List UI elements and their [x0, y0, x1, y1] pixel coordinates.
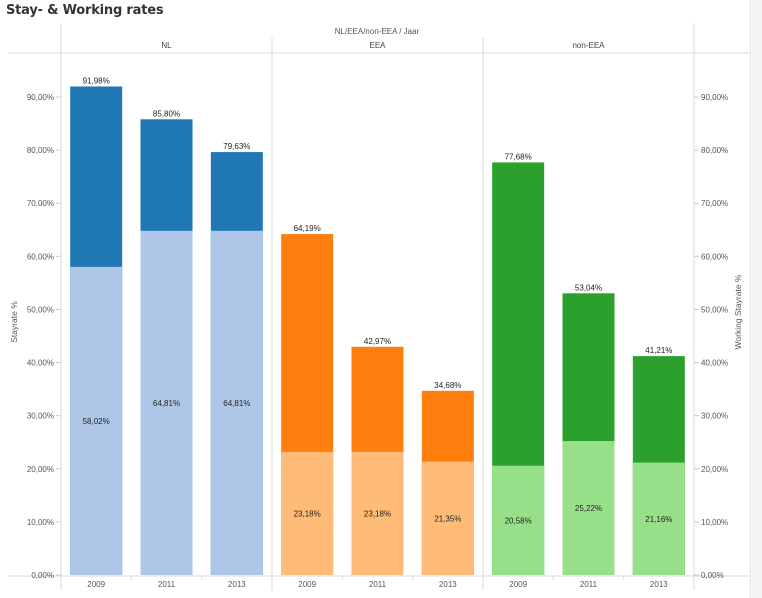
working-stayrate-bar [70, 266, 123, 575]
right-tick-label: 10,00% [701, 518, 728, 527]
working-stayrate-bar [421, 461, 474, 575]
column-super-header: NL/EEA/non-EEA / Jaar [335, 27, 420, 36]
right-tick-label: 60,00% [701, 252, 728, 261]
left-tick-label: 20,00% [27, 465, 54, 474]
stayrate-label: 34,68% [434, 381, 461, 390]
working-stayrate-bar [140, 230, 193, 575]
chart-title: Stay- & Working rates [6, 3, 164, 18]
left-tick-label: 10,00% [27, 518, 54, 527]
working-stayrate-label: 58,02% [83, 417, 110, 426]
scrollbar-track[interactable] [750, 0, 762, 598]
left-tick-label: 40,00% [27, 359, 54, 368]
x-tick-label: 2013 [439, 580, 457, 589]
group-header-nl: NL [161, 41, 172, 50]
working-stayrate-bar [210, 230, 263, 575]
stayrate-label: 64,19% [294, 224, 321, 233]
x-tick-label: 2009 [298, 580, 316, 589]
x-tick-label: 2009 [87, 580, 105, 589]
group-header-eea: EEA [369, 41, 386, 50]
right-tick-label: 50,00% [701, 305, 728, 314]
right-tick-label: 90,00% [701, 93, 728, 102]
working-stayrate-bar [562, 441, 615, 575]
right-tick-label: 0,00% [701, 571, 724, 580]
left-tick-label: 50,00% [27, 305, 54, 314]
working-stayrate-bar [492, 465, 545, 575]
left-tick-label: 0,00% [31, 571, 54, 580]
group-headers: NL EEA non-EEA [161, 41, 605, 50]
left-y-axis: 0,00% 10,00% 20,00% 30,00% 40,00% 50,00% 60,00… [27, 93, 61, 580]
right-tick-label: 70,00% [701, 199, 728, 208]
x-tick-label: 2011 [369, 580, 387, 589]
bars: 91,98% 58,02% 85,80% 64,81% 79,63% 64,81% 64,1… [70, 76, 685, 575]
chart-frame [8, 23, 750, 590]
stayrate-label: 91,98% [83, 76, 110, 85]
working-stayrate-bar [351, 451, 404, 575]
right-tick-label: 30,00% [701, 412, 728, 421]
x-tick-label: 2011 [580, 580, 598, 589]
x-axis-ticks: 2009 2011 2013 2009 2011 2013 2009 2011 2013 [87, 576, 668, 589]
left-tick-label: 80,00% [27, 146, 54, 155]
left-axis-title: Stayrate % [9, 301, 19, 343]
working-stayrate-bar [632, 462, 685, 575]
stayrate-label: 41,21% [645, 346, 672, 355]
working-stayrate-label: 21,35% [434, 514, 461, 523]
left-tick-label: 70,00% [27, 199, 54, 208]
stayrate-label: 79,63% [223, 142, 250, 151]
working-stayrate-label: 20,58% [505, 516, 532, 525]
working-stayrate-label: 64,81% [223, 399, 250, 408]
stayrate-label: 42,97% [364, 337, 391, 346]
x-tick-label: 2013 [650, 580, 668, 589]
stayrate-label: 77,68% [505, 152, 532, 161]
left-tick-label: 30,00% [27, 412, 54, 421]
right-tick-label: 20,00% [701, 465, 728, 474]
working-stayrate-label: 21,16% [645, 515, 672, 524]
group-header-non-eea: non-EEA [572, 41, 605, 50]
working-stayrate-label: 25,22% [575, 504, 602, 513]
left-tick-label: 90,00% [27, 93, 54, 102]
right-tick-label: 40,00% [701, 359, 728, 368]
working-stayrate-label: 64,81% [153, 399, 180, 408]
x-tick-label: 2013 [228, 580, 246, 589]
working-stayrate-label: 23,18% [364, 509, 391, 518]
right-tick-label: 80,00% [701, 146, 728, 155]
x-tick-label: 2009 [509, 580, 527, 589]
stayrate-label: 85,80% [153, 109, 180, 118]
x-tick-label: 2011 [158, 580, 176, 589]
working-stayrate-label: 23,18% [294, 509, 321, 518]
working-stayrate-bar [281, 451, 334, 575]
left-tick-label: 60,00% [27, 252, 54, 261]
stayrate-label: 53,04% [575, 283, 602, 292]
right-y-axis: 0,00% 10,00% 20,00% 30,00% 40,00% 50,00% 60,00… [694, 93, 728, 580]
right-axis-title: Working Stayrate % [733, 274, 743, 349]
